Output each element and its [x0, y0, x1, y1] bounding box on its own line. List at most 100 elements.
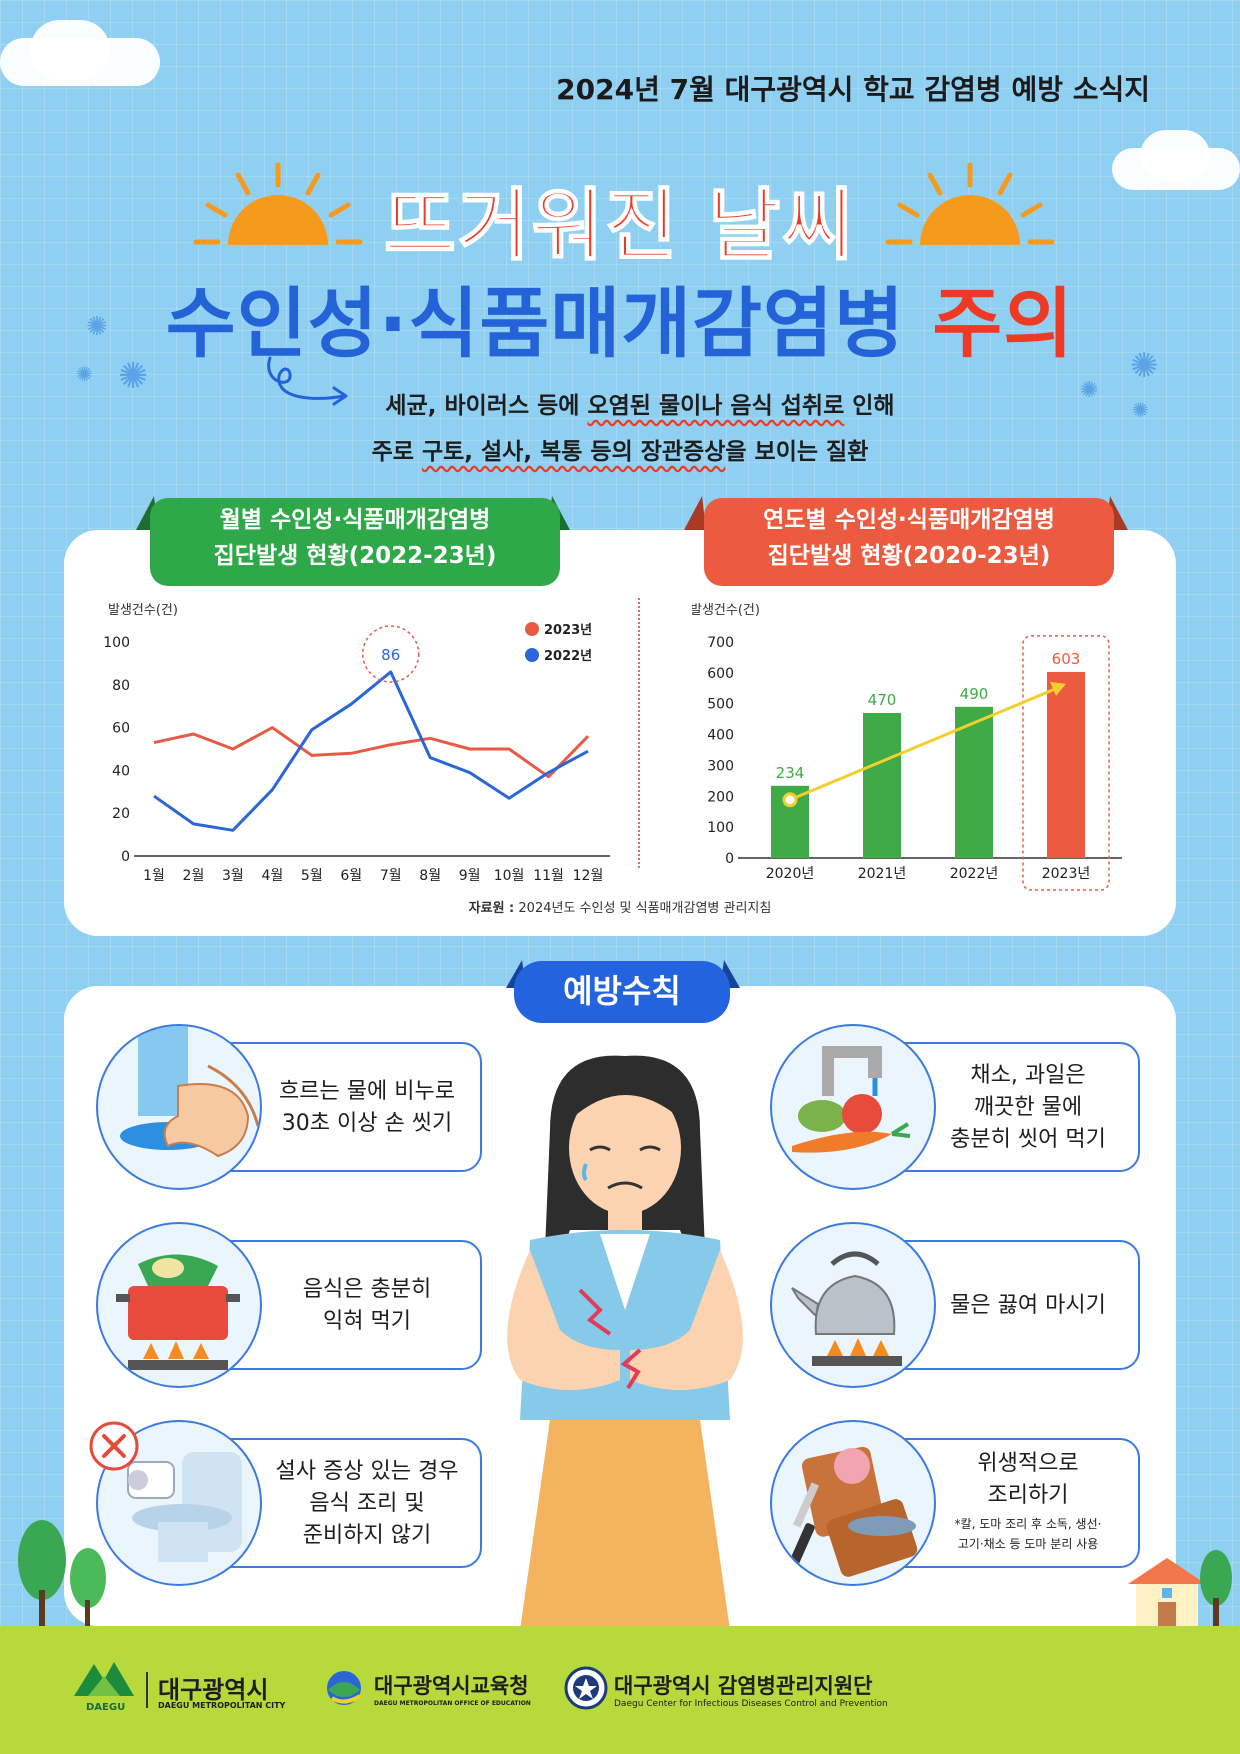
headline-line2: 수인성·식품매개감염병 주의 [0, 262, 1240, 372]
trend-start-marker [782, 792, 798, 808]
legend-label: 2023년 [544, 623, 592, 638]
cutting-board-icon [770, 1420, 936, 1586]
trend-arrow-head [1050, 681, 1066, 696]
virus-icon: ✺ [76, 362, 93, 386]
x-tick-label: 12월 [573, 868, 604, 884]
yearly-chart-tag: 연도별 수인성·식품매개감염병 집단발생 현황(2020-23년) [704, 498, 1114, 586]
virus-icon: ✺ [1130, 346, 1159, 386]
house-icon [1128, 1558, 1206, 1630]
description-highlight: 오염된 물이나 음식 섭취로 [587, 393, 845, 419]
tag-line: 집단발생 현황(2022-23년) [213, 543, 497, 569]
y-tick-label: 100 [707, 820, 734, 836]
cooking-pot-icon [96, 1222, 262, 1388]
description-text: 주로 [371, 439, 422, 465]
rule-text: 음식은 충분히 익혀 먹기 [262, 1274, 472, 1338]
x-tick-label: 5월 [301, 868, 323, 884]
infectious-disease-center-logo [564, 1666, 608, 1710]
peak-highlight-circle [361, 625, 420, 683]
logo3-name: 대구광역시 감염병관리지원단 [614, 1674, 873, 1698]
x-tick-label: 2023년 [1042, 866, 1091, 882]
sick-woman-illustration [507, 1055, 743, 1630]
virus-icon: ✺ [1080, 378, 1099, 403]
legend-marker [525, 648, 539, 662]
sun-icon [193, 162, 363, 245]
note-line: 고기·채소 등 도마 분리 사용 [957, 1537, 1099, 1551]
virus-icon: ✺ [1132, 398, 1149, 422]
bar-2021년 [863, 712, 901, 858]
bar-data-label: 234 [776, 764, 805, 782]
source-label: 자료원 : [468, 901, 515, 916]
y-tick-label: 600 [707, 666, 734, 682]
rule-line: 채소, 과일은 [970, 1063, 1086, 1088]
issue-title: 2024년 7월 대구광역시 학교 감염병 예방 소식지 [556, 73, 1150, 106]
logo1-sub: DAEGU METROPOLITAN CITY [158, 1701, 286, 1710]
description-text: 세균, 바이러스 등에 [385, 393, 588, 419]
y-tick-label: 0 [725, 851, 734, 867]
y-tick-label: 500 [707, 697, 734, 713]
handwashing-icon [96, 1024, 262, 1190]
logo-divider [146, 1672, 148, 1708]
monthly-line-chart: 발생건수(건) 0 20 40 60 80 100 1월 2월 3월 4월 5월 6월 7월 8월 9월 10월… [103, 603, 610, 884]
daegu-city-logo [74, 1662, 134, 1696]
note-line: *칼, 도마 조리 후 소독, 생선· [954, 1517, 1102, 1531]
description-text: 을 보이는 질환 [725, 439, 869, 465]
x-tick-label: 3월 [222, 868, 244, 884]
monthly-chart-tag: 월별 수인성·식품매개감염병 집단발생 현황(2022-23년) [150, 498, 560, 586]
daegu-mark-text: DAEGU [86, 1702, 126, 1713]
y-tick-label: 20 [112, 806, 130, 822]
x-tick-label: 1월 [143, 868, 165, 884]
source-text: 2024년도 수인성 및 식품매개감염병 관리지침 [514, 901, 772, 916]
boiling-kettle-icon [770, 1222, 936, 1388]
y-tick-label: 40 [112, 763, 130, 779]
y-tick-label: 700 [707, 635, 734, 651]
description-text: 인해 [844, 393, 895, 419]
logo1-name: 대구광역시 [158, 1676, 269, 1704]
tag-line: 집단발생 현황(2020-23년) [767, 543, 1051, 569]
virus-icon: ✺ [118, 356, 149, 397]
rule-line: 음식 조리 및 [309, 1491, 425, 1516]
cloud-decoration [30, 20, 110, 80]
y-axis-label: 발생건수(건) [692, 603, 760, 618]
legend-label: 2022년 [544, 649, 592, 664]
rule-text: 채소, 과일은 깨끗한 물에 충분히 씻어 먹기 [928, 1060, 1128, 1156]
x-tick-label: 8월 [419, 868, 441, 884]
highlight-box [1022, 635, 1110, 891]
prevention-title: 예방수칙 [514, 961, 730, 1023]
legend-marker [525, 622, 539, 636]
rule-line: 조리하기 [987, 1483, 1069, 1508]
y-tick-label: 60 [112, 721, 130, 737]
headline-line1: 뜨거워진 날씨 [383, 180, 856, 272]
y-tick-label: 200 [707, 789, 734, 805]
tree-icon [1200, 1550, 1232, 1630]
description-line2: 주로 구토, 설사, 복통 등의 장관증상을 보이는 질환 [0, 432, 1240, 466]
line-series-2023년 [153, 726, 590, 779]
x-tick-label: 6월 [340, 868, 362, 884]
headline-main: 수인성·식품매개감염병 [165, 279, 905, 368]
y-tick-label: 100 [103, 635, 130, 651]
data-source: 자료원 : 2024년도 수인성 및 식품매개감염병 관리지침 [0, 897, 1240, 916]
y-tick-label: 300 [707, 758, 734, 774]
bar-data-label: 603 [1052, 650, 1081, 668]
rule-text: 위생적으로 조리하기 [928, 1448, 1128, 1512]
bar-2023년 [1047, 671, 1085, 858]
logo3-sub: Daegu Center for Infectious Diseases Con… [614, 1699, 888, 1709]
logo2-sub: DAEGU METROPOLITAN OFFICE OF EDUCATION [374, 1700, 531, 1707]
yearly-bar-chart: 발생건수(건) 0 100 200 300 400 500 600 700 234 2020년 470… [692, 603, 1122, 891]
rule-line: 익혀 먹기 [323, 1309, 411, 1334]
chart-divider [638, 598, 640, 868]
y-tick-label: 0 [121, 849, 130, 865]
logo2-name: 대구광역시교육청 [374, 1674, 529, 1698]
peak-data-label: 86 [381, 646, 400, 664]
rule-line: 깨끗한 물에 [973, 1095, 1083, 1120]
x-tick-label: 4월 [261, 868, 283, 884]
rule-line: 30초 이상 손 씻기 [281, 1111, 453, 1136]
bar-data-label: 470 [868, 691, 897, 709]
x-tick-label: 2021년 [858, 866, 907, 882]
tag-line: 연도별 수인성·식품매개감염병 [763, 507, 1055, 533]
cloud-decoration [1140, 130, 1210, 182]
washing-vegetables-icon [770, 1024, 936, 1190]
rule-line: 흐르는 물에 비누로 [279, 1079, 455, 1104]
rule-line: 물은 끓여 마시기 [950, 1293, 1106, 1318]
bar-data-label: 490 [960, 685, 989, 703]
x-tick-label: 2022년 [950, 866, 999, 882]
